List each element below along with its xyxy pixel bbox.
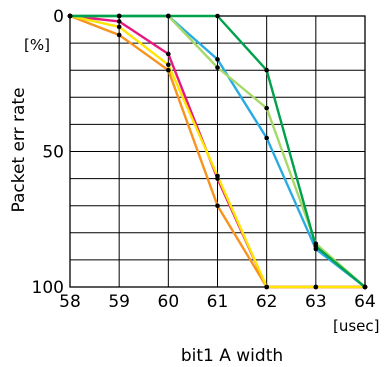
y-tick-label-1: 50 — [42, 143, 64, 163]
data-point-2-3 — [215, 173, 220, 179]
data-point-5-6 — [362, 284, 368, 290]
tick-labels: 58 59 60 61 62 63 64 0 50 100 — [32, 7, 376, 312]
data-point-0-1 — [116, 32, 122, 38]
data-point-0-3 — [215, 203, 220, 208]
x-tick-label-3: 61 — [207, 292, 229, 312]
x-tick-label-5: 63 — [305, 292, 327, 312]
x-tick-label-0: 58 — [59, 292, 81, 312]
data-point-2-2 — [166, 62, 171, 68]
data-point-5-3 — [215, 13, 220, 19]
x-tick-label-2: 60 — [158, 292, 180, 312]
x-tick-label-1: 59 — [108, 292, 130, 312]
x-tick-label-6: 64 — [354, 292, 376, 312]
data-point-2-1 — [116, 24, 122, 30]
y-axis-label: Packet err rate — [9, 87, 29, 212]
data-point-3-3 — [215, 57, 220, 62]
y-tick-label-2: 100 — [32, 278, 64, 298]
data-point-5-4 — [264, 67, 269, 73]
data-point-5-5 — [313, 244, 319, 249]
data-point-5-2 — [166, 13, 171, 19]
series-group — [67, 13, 368, 290]
x-unit-label: [usec] — [333, 317, 380, 335]
data-point-1-2 — [166, 51, 171, 57]
y-unit-label: [%] — [24, 36, 50, 54]
data-point-1-1 — [116, 19, 122, 24]
data-point-5-0 — [67, 13, 73, 19]
data-point-0-2 — [166, 67, 171, 73]
x-tick-label-4: 62 — [256, 292, 278, 312]
x-axis-label: bit1 A width — [181, 346, 283, 366]
data-point-4-3 — [215, 65, 220, 70]
data-point-2-4 — [264, 284, 269, 290]
data-point-2-5 — [313, 284, 319, 290]
y-tick-label-0: 0 — [53, 7, 64, 27]
data-point-5-1 — [116, 13, 122, 19]
data-point-4-4 — [264, 105, 269, 111]
grid — [69, 15, 366, 288]
data-point-3-4 — [264, 135, 269, 141]
